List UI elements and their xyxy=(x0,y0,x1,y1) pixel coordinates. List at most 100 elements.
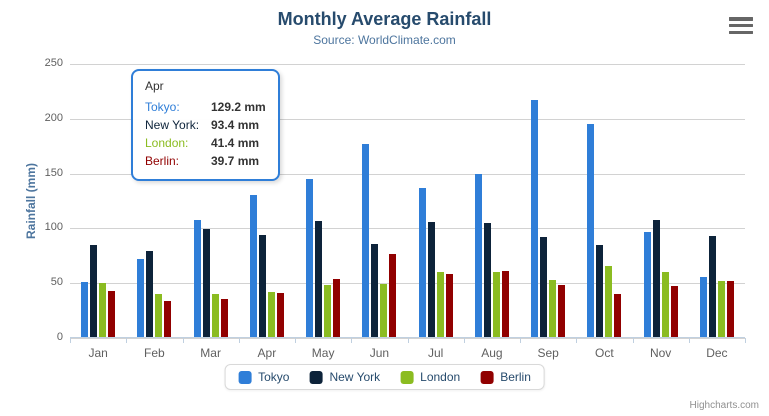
bar-new-york-jun[interactable] xyxy=(371,244,379,337)
bar-tokyo-jan[interactable] xyxy=(81,282,89,337)
bar-berlin-dec[interactable] xyxy=(726,281,734,337)
bar-tokyo-apr[interactable] xyxy=(249,195,257,337)
x-axis-tick xyxy=(689,338,690,343)
bar-new-york-oct[interactable] xyxy=(596,245,604,337)
x-axis-label-apr: Apr xyxy=(257,346,277,360)
bar-tokyo-nov[interactable] xyxy=(643,232,651,337)
x-axis-tick xyxy=(576,338,577,343)
bar-london-oct[interactable] xyxy=(605,266,613,337)
bar-london-aug[interactable] xyxy=(492,272,500,337)
bar-london-jun[interactable] xyxy=(380,284,388,337)
legend-item-london[interactable]: London xyxy=(400,370,460,384)
bar-berlin-may[interactable] xyxy=(333,279,341,337)
x-axis-label-jun: Jun xyxy=(369,346,390,360)
x-axis-tick xyxy=(745,338,746,343)
y-axis-label-100: 100 xyxy=(44,221,63,234)
x-axis-label-aug: Aug xyxy=(481,346,503,360)
legend-label: Tokyo xyxy=(258,370,290,384)
bar-new-york-sep[interactable] xyxy=(540,237,548,337)
bar-new-york-mar[interactable] xyxy=(202,229,210,337)
export-menu-button[interactable] xyxy=(729,17,753,34)
bar-group-jun xyxy=(351,64,407,337)
gridline-100 xyxy=(70,228,745,230)
legend-item-berlin[interactable]: Berlin xyxy=(480,370,531,384)
tooltip-series-value: 129.2 mm xyxy=(211,100,266,114)
bar-london-nov[interactable] xyxy=(661,272,669,337)
bar-london-jan[interactable] xyxy=(99,283,107,337)
bar-london-sep[interactable] xyxy=(549,280,557,337)
bar-berlin-mar[interactable] xyxy=(220,299,228,337)
x-axis-tick xyxy=(126,338,127,343)
bar-tokyo-aug[interactable] xyxy=(474,174,482,337)
x-axis-tick xyxy=(351,338,352,343)
bar-berlin-nov[interactable] xyxy=(670,286,678,337)
tooltip-series-name: New York: xyxy=(145,118,200,132)
bar-tokyo-dec[interactable] xyxy=(699,277,707,337)
bar-tokyo-mar[interactable] xyxy=(193,220,201,337)
tooltip-series-name: Berlin: xyxy=(145,154,180,168)
legend-label: London xyxy=(420,370,461,384)
bar-tokyo-jul[interactable] xyxy=(418,188,426,337)
bar-new-york-apr[interactable] xyxy=(258,235,266,337)
y-axis-label-0: 0 xyxy=(56,331,63,343)
bar-new-york-nov[interactable] xyxy=(652,220,660,337)
bar-group-jul xyxy=(408,64,464,337)
bar-group-dec xyxy=(689,64,745,337)
gridline-0 xyxy=(70,338,745,339)
plot-area xyxy=(70,64,745,339)
bar-new-york-dec[interactable] xyxy=(708,236,716,337)
tooltip-series-value: 41.4 mm xyxy=(211,136,260,150)
x-axis-label-feb: Feb xyxy=(144,346,165,360)
bar-group-aug xyxy=(464,64,520,337)
bar-berlin-aug[interactable] xyxy=(501,271,509,337)
bar-tokyo-sep[interactable] xyxy=(531,100,539,337)
legend-item-tokyo[interactable]: Tokyo xyxy=(238,370,289,384)
bar-tokyo-feb[interactable] xyxy=(137,259,145,337)
bar-london-feb[interactable] xyxy=(155,294,163,337)
bar-tokyo-jun[interactable] xyxy=(362,144,370,337)
gridline-250 xyxy=(70,64,745,65)
x-axis-label-jul: Jul xyxy=(427,346,444,360)
tooltip: Apr Tokyo: 129.2 mm New York: 93.4 mm London… xyxy=(131,69,280,181)
bar-london-dec[interactable] xyxy=(717,281,725,337)
bar-berlin-jul[interactable] xyxy=(445,274,453,337)
x-axis-label-nov: Nov xyxy=(649,346,672,360)
bar-berlin-feb[interactable] xyxy=(164,301,172,337)
legend-marker-icon xyxy=(400,370,414,384)
legend-marker-icon xyxy=(309,370,323,384)
chart-title: Monthly Average Rainfall xyxy=(277,9,492,29)
hamburger-menu-icon xyxy=(729,17,753,21)
x-axis-tick xyxy=(239,338,240,343)
bar-london-jul[interactable] xyxy=(436,272,444,337)
x-axis-label-jan: Jan xyxy=(88,346,108,360)
bar-new-york-feb[interactable] xyxy=(146,251,154,337)
bar-berlin-jan[interactable] xyxy=(108,291,116,337)
legend-label: Berlin xyxy=(500,370,531,384)
bar-berlin-oct[interactable] xyxy=(614,294,622,337)
gridline-50 xyxy=(70,283,745,285)
bar-london-may[interactable] xyxy=(324,285,332,337)
bar-london-apr[interactable] xyxy=(267,292,275,337)
legend-item-new-york[interactable]: New York xyxy=(309,370,380,384)
bar-berlin-apr[interactable] xyxy=(276,293,284,337)
bar-tokyo-may[interactable] xyxy=(306,179,314,337)
credits-link[interactable]: Highcharts.com xyxy=(689,400,759,411)
bar-group-jan xyxy=(70,64,126,337)
tooltip-rows: Tokyo: 129.2 mm New York: 93.4 mm London: 41.… xyxy=(145,98,266,170)
bar-berlin-sep[interactable] xyxy=(558,285,566,337)
bar-tokyo-oct[interactable] xyxy=(587,124,595,337)
gridline-150 xyxy=(70,173,745,175)
chart-subtitle: Source: WorldClimate.com xyxy=(313,33,456,47)
y-axis-label-200: 200 xyxy=(44,111,63,124)
bar-london-mar[interactable] xyxy=(211,294,219,337)
bar-new-york-aug[interactable] xyxy=(483,223,491,337)
bar-new-york-may[interactable] xyxy=(315,221,323,337)
bar-new-york-jan[interactable] xyxy=(90,245,98,337)
bar-berlin-jun[interactable] xyxy=(389,254,397,337)
tooltip-row-new-york: New York: 93.4 mm xyxy=(145,116,266,134)
bar-new-york-jul[interactable] xyxy=(427,222,435,337)
legend-marker-icon xyxy=(238,370,252,384)
x-axis-line xyxy=(70,337,745,338)
y-axis-label-50: 50 xyxy=(50,276,63,289)
bar-group-feb xyxy=(126,64,182,337)
